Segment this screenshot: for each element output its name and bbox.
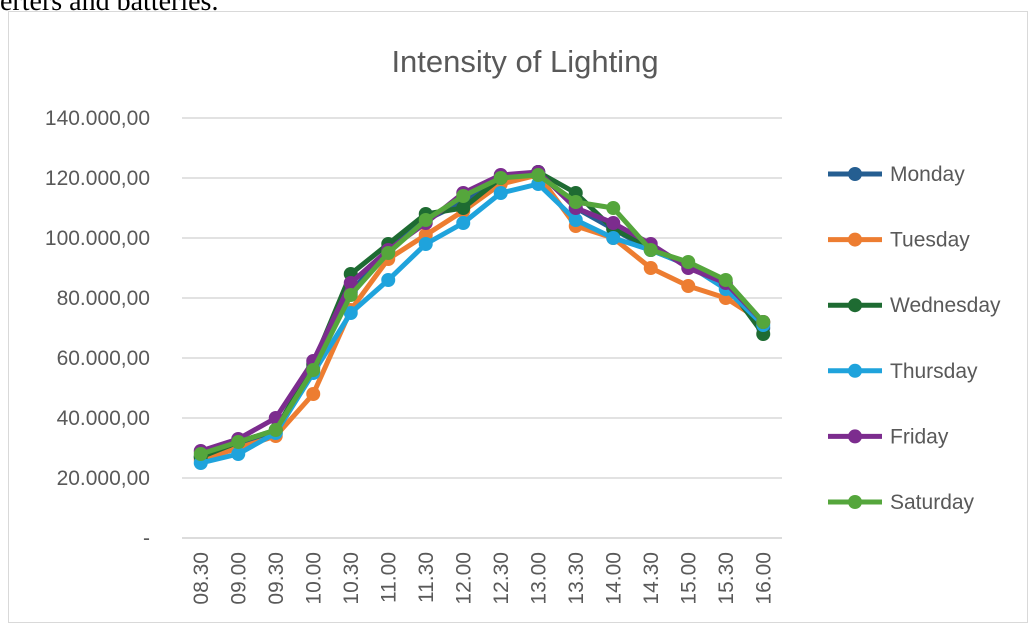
data-point (456, 189, 471, 203)
data-point (306, 363, 321, 377)
x-axis-ticks: 08.30 09.00 09.30 10.00 10.30 11.00 11.30 12.00… (190, 552, 776, 605)
y-tick-label: - (143, 527, 150, 550)
x-tick-label: 12.00 (452, 552, 475, 605)
data-point (381, 273, 396, 287)
chart-frame (8, 11, 1028, 623)
data-point (568, 213, 583, 227)
data-point (493, 186, 508, 200)
x-tick-label: 12.30 (490, 552, 513, 605)
series-line (198, 181, 766, 466)
legend-marker (848, 232, 862, 247)
data-point (756, 315, 771, 329)
gridlines (182, 117, 782, 539)
y-tick-label: 80.000,00 (57, 287, 150, 310)
series-lines (193, 165, 771, 470)
data-point (456, 201, 471, 215)
y-axis-ticks: - 20.000,00 40.000,00 60.000,00 80.000,00 100… (45, 107, 150, 550)
legend-item-thursday: Thursday (828, 360, 978, 383)
data-point (718, 273, 733, 287)
data-point (531, 168, 546, 182)
legend-marker (848, 167, 862, 181)
series-line (198, 172, 766, 457)
data-point (606, 216, 621, 230)
legend: Monday Tuesday Wednesday Thursday Friday Satu… (828, 163, 1001, 514)
x-tick-label: 14.00 (602, 552, 625, 605)
x-tick-label: 09.00 (227, 552, 250, 605)
x-tick-label: 10.30 (340, 552, 363, 605)
legend-item-tuesday: Tuesday (828, 229, 970, 252)
y-tick-label: 40.000,00 (57, 407, 150, 430)
data-point (606, 231, 621, 245)
legend-label: Thursday (890, 360, 978, 383)
legend-label: Saturday (890, 491, 975, 514)
y-tick-label: 120.000,00 (45, 167, 150, 190)
series-line (198, 172, 766, 463)
x-tick-label: 16.00 (752, 552, 775, 605)
x-tick-label: 08.30 (190, 552, 213, 605)
data-point (343, 306, 358, 320)
legend-label: Monday (890, 163, 965, 186)
x-tick-label: 09.30 (265, 552, 288, 605)
legend-item-saturday: Saturday (828, 491, 975, 514)
x-tick-label: 10.00 (302, 552, 325, 605)
data-point (343, 276, 358, 290)
legend-marker (848, 429, 862, 444)
legend-label: Tuesday (890, 229, 970, 252)
legend-label: Wednesday (890, 294, 1001, 317)
data-point (268, 423, 283, 437)
series-saturday (193, 168, 771, 461)
data-point (456, 216, 471, 230)
data-point (231, 435, 246, 449)
data-point (643, 243, 658, 257)
x-tick-label: 14.30 (640, 552, 663, 605)
x-tick-label: 13.00 (527, 552, 550, 605)
data-point (418, 237, 433, 251)
y-tick-label: 140.000,00 (45, 107, 150, 130)
data-point (193, 447, 208, 461)
x-tick-label: 13.30 (565, 552, 588, 605)
legend-marker (848, 363, 862, 378)
legend-marker (848, 298, 862, 313)
data-point (681, 279, 696, 293)
data-point (343, 288, 358, 302)
legend-marker (848, 495, 862, 509)
data-point (381, 246, 396, 260)
x-tick-label: 15.00 (677, 552, 700, 605)
data-point (606, 201, 621, 215)
data-point (643, 261, 658, 275)
legend-label: Friday (890, 425, 949, 448)
legend-item-wednesday: Wednesday (828, 294, 1001, 317)
data-point (681, 255, 696, 269)
chart-title: Intensity of Lighting (391, 44, 658, 79)
x-tick-label: 15.30 (715, 552, 738, 605)
x-tick-label: 11.00 (377, 552, 400, 603)
data-point (568, 195, 583, 209)
data-point (306, 387, 321, 401)
legend-item-monday: Monday (828, 163, 965, 186)
data-point (493, 171, 508, 185)
y-tick-label: 20.000,00 (57, 467, 150, 490)
data-point (418, 213, 433, 227)
y-tick-label: 100.000,00 (45, 227, 150, 250)
data-point (231, 447, 246, 461)
legend-item-friday: Friday (828, 425, 949, 448)
x-tick-label: 11.30 (415, 552, 438, 603)
y-tick-label: 60.000,00 (57, 347, 150, 370)
